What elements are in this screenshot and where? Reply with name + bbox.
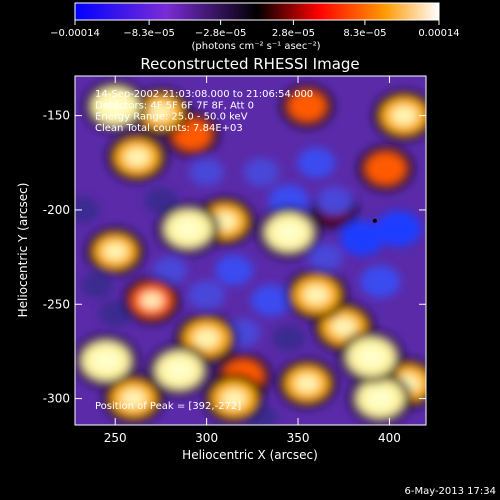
- heatmap-blob-core: [295, 374, 320, 393]
- heatmap-blob: [188, 280, 226, 310]
- x-tick-label: 300: [195, 431, 218, 445]
- heatmap-blob: [251, 284, 291, 317]
- x-tick-label: 250: [104, 431, 127, 445]
- heatmap-blob: [375, 210, 422, 247]
- colorbar-tick-label: 2.8e−05: [272, 28, 315, 39]
- heatmap-blob: [308, 243, 343, 271]
- info-line: 14-Sep-2002 21:03:08.000 to 21:06:54.000: [95, 89, 313, 100]
- heatmap-blob-core: [331, 317, 357, 337]
- heatmap-blob-core: [121, 389, 146, 409]
- x-axis-label: Heliocentric X (arcsec): [182, 448, 318, 462]
- heatmap-blob-core: [221, 389, 247, 409]
- colorbar-tick-label: 0.00014: [418, 28, 459, 39]
- info-line: Energy Range: 25.0 - 50.0 keV: [95, 112, 248, 123]
- colorbar-tick-label: −2.8e−05: [195, 28, 247, 39]
- colorbar-tick-label: −0.00014: [50, 28, 100, 39]
- x-tick-labels: 250 300 350 400: [104, 431, 401, 445]
- heatmap-blob: [144, 187, 178, 214]
- y-tick-label: -250: [43, 297, 70, 311]
- y-axis-label: Heliocentric Y (arcsec): [16, 183, 30, 318]
- heatmap-blob: [297, 147, 336, 178]
- colorbar-ticks: [74, 20, 440, 25]
- x-tick-label: 350: [287, 431, 310, 445]
- heatmap-blob: [365, 152, 406, 185]
- heatmap-image: [75, 80, 426, 425]
- info-line: Detectors: 4F 5F 6F 7F 8F, Att 0: [95, 100, 254, 111]
- heatmap-blob-core: [140, 291, 164, 310]
- colorbar-tick-label: 8.3e−05: [343, 28, 386, 39]
- heatmap-blob-core: [102, 96, 129, 117]
- heatmap-blob-core: [193, 328, 220, 348]
- heatmap-blob: [80, 272, 113, 299]
- heatmap-blob-core: [367, 388, 394, 409]
- y-tick-label: -200: [43, 203, 70, 217]
- heatmap-blob: [360, 265, 401, 298]
- heatmap-blob-core: [166, 360, 193, 381]
- heatmap-blob-core: [391, 105, 417, 126]
- footer-timestamp: 6-May-2013 17:34: [404, 486, 496, 497]
- colorbar: [74, 2, 440, 21]
- y-tick-labels: -150 -200 -250 -300: [43, 109, 70, 406]
- y-tick-label: -150: [43, 109, 70, 123]
- info-annotation: 14-Sep-2002 21:03:08.000 to 21:06:54.000…: [95, 89, 313, 134]
- heatmap-blob: [243, 157, 280, 187]
- heatmap-blob-core: [357, 346, 385, 368]
- heatmap-blob: [288, 90, 327, 122]
- plot-frame: [74, 75, 427, 426]
- heatmap-blob: [340, 220, 385, 256]
- y-tick-label: -300: [43, 392, 70, 406]
- heatmap-blob: [98, 300, 132, 327]
- heatmap-blob-core: [124, 147, 150, 167]
- heatmap-blob-core: [175, 218, 202, 239]
- colorbar-tick-labels: −0.00014 −8.3e−05 −2.8e−05 2.8e−05 8.3e−05 0.…: [50, 28, 460, 39]
- heatmap-blob: [316, 186, 353, 215]
- heatmap-blob-core: [303, 285, 330, 305]
- heatmap-blob: [272, 324, 306, 352]
- colorbar-unit-label: (photons cm⁻² s⁻¹ asec⁻²): [191, 41, 320, 52]
- heatmap-blob-core: [275, 222, 302, 243]
- heatmap-blob: [215, 255, 254, 286]
- peak-position-label: Position of Peak = [392,-272]: [95, 401, 241, 412]
- heatmap-blob: [189, 158, 224, 186]
- heatmap-blob-core: [149, 102, 173, 121]
- peak-marker: [372, 218, 377, 223]
- heatmap-blob-core: [92, 350, 120, 372]
- info-line: Clean Total counts: 7.84E+03: [95, 123, 243, 134]
- chart-title: Reconstructed RHESSI Image: [140, 55, 359, 73]
- x-tick-label: 400: [378, 431, 401, 445]
- heatmap-blob: [75, 196, 99, 224]
- heatmap-blob-core: [103, 242, 127, 261]
- colorbar-tick-label: −8.3e−05: [123, 28, 175, 39]
- heatmap-blob: [152, 256, 188, 285]
- axis-ticks: [75, 76, 426, 425]
